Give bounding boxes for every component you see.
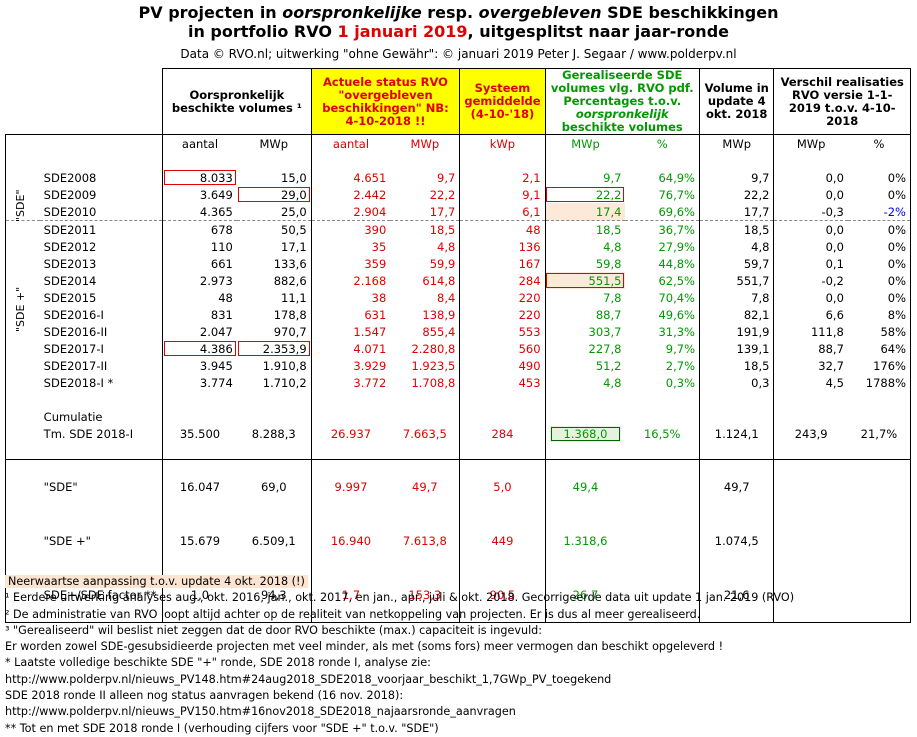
note-4: Er worden zowel SDE-gesubsidieerde proje… [5,640,724,654]
note-9: ** Tot en met SDE 2018 ronde I (verhoudi… [5,721,439,735]
cumul-row-label: Cumulatie [4,408,911,425]
note-7: SDE 2018 ronde II alleen nog status aanv… [5,689,404,703]
note-1: ¹ Eerdere uitwerking analyses aug., okt.… [5,591,795,605]
table-row: SDE2017-II 3.945 1.910,8 3.929 1.923,5 490 51,… [4,357,911,374]
table-row: SDE2014 2.973 882,6 2.168 614,8 284 551,5 62,5%… [4,272,911,289]
footnotes: Neerwaartse aanpassing t.o.v. update 4 o… [5,574,794,737]
table-row: SDE2011 678 50,5 390 18,5 48 18,5 36,7% 18,5 0,0 0… [4,220,911,238]
table-row: SDE2009 3.649 29,0 2.442 22,2 9,1 22,2 76,7% 22,… [4,186,911,203]
summary-row: SDE+/SDE factor ** 1,0 94,3 1,7 153,3 90,5 26,… [4,585,911,605]
units-row: aantal MWp aantal MWp kWp MWp% MWp MWp% [4,134,911,152]
header-system: Systeem gemiddelde (4-10-'18) [459,68,546,135]
header-realised: Gerealiseerde SDE volumes vlg. RVO pdf. … [545,68,701,135]
summary-row: "SDE" 16.047 69,0 9.997 49,7 5,0 49,4 49,7 [4,477,911,497]
cumul-row: Tm. SDE 2018-I 35.500 8.288,3 26.937 7.663… [4,425,911,442]
table-row: SDE2012 110 17,1 35 4,8 136 4,8 27,9% 4,8 0,0 0% [4,238,911,255]
table-row: SDE2017-I 4.386 2.353,9 4.071 2.280,8 560 227,… [4,340,911,357]
group-label-sde: "SDE" [14,189,27,222]
header-diff: Verschil realisaties RVO versie 1-1-2019… [773,68,911,135]
table-row: SDE2008 8.033 15,0 4.651 9,7 2,1 9,7 64,9% 9,7 0,… [4,169,911,186]
banner-note: Neerwaartse aanpassing t.o.v. update 4 o… [5,575,308,588]
note-5: * Laatste volledige beschikte SDE "+" ro… [5,656,431,670]
credit-line: Data © RVO.nl; uitwerking "ohne Gewähr":… [180,47,737,61]
header-update: Volume in update 4 okt. 2018 [699,68,775,135]
header-actual: Actuele status RVO "overgebleven beschik… [311,68,461,135]
note-6: http://www.polderpv.nl/nieuws_PV148.htm#… [5,672,612,686]
table-row: SDE2013 661 133,6 359 59,9 167 59,8 44,8% 59,7 0,… [4,255,911,272]
group-label-sdeplus: "SDE +" [14,286,27,332]
table-row: SDE2018-I * 3.774 1.710,2 3.772 1.708,8 453 4,… [4,374,911,391]
page-title: PV projecten in oorspronkelijke resp. ov… [138,3,779,22]
note-2: ² De administratie van RVO loopt altijd … [5,607,701,621]
table-row: SDE2016-I 831 178,8 631 138,9 220 88,7 49,6% 82,… [4,306,911,323]
header-original: Oorspronkelijk beschikte volumes ¹ [162,68,312,135]
summary-row: "SDE +" 15.679 6.509,1 16.940 7.613,8 449 1.31… [4,531,911,551]
note-8: http://www.polderpv.nl/nieuws_PV150.htm#… [5,705,516,719]
table-row: SDE2016-II 2.047 970,7 1.547 855,4 553 303,7 31… [4,323,911,340]
table-row: SDE2015 48 11,1 38 8,4 220 7,8 70,4% 7,8 0,0 0% [4,289,911,306]
sde-table: Oorspronkelijk beschikte volumes ¹ Actue… [4,68,911,623]
table-row: SDE2010 4.365 25,0 2.904 17,7 6,1 17,4 69,6% 17,… [4,203,911,221]
note-3: ³ "Gerealiseerd" wil beslist niet zeggen… [5,623,543,637]
page-subtitle: in portfolio RVO 1 januari 2019, uitgesp… [187,22,729,41]
